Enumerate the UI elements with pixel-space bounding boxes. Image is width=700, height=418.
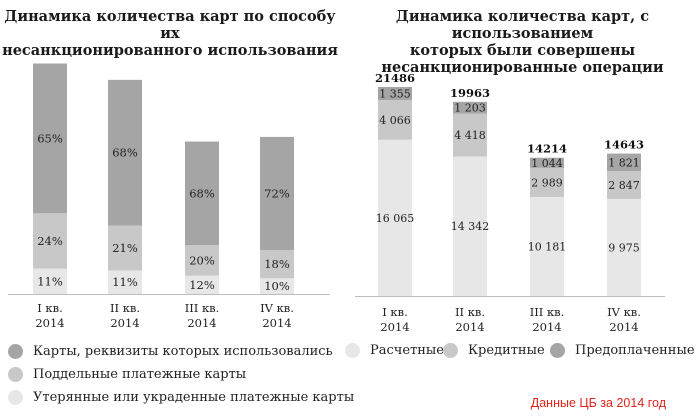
left-bar-1-seg-2 — [33, 213, 67, 269]
left-chart-panel: Динамика количества карт по способу их н… — [0, 0, 354, 418]
legend-dot-dark — [8, 344, 23, 359]
left-legend-label-3: Утерянные или украденные платежные карты — [33, 390, 355, 405]
right-title-line-2: которых были совершены — [409, 42, 636, 59]
left-bar-2-seg-1 — [108, 270, 142, 294]
right-tick-label-3-1: III кв. — [530, 305, 565, 319]
right-legend-label-3: Предоплаченные — [575, 343, 695, 358]
left-tick-label-3-2: 2014 — [187, 316, 216, 330]
right-total-label-3: 14214 — [527, 142, 567, 156]
right-data-label-3-1: 10 181 — [528, 240, 567, 253]
right-tick-label-3-2: 2014 — [532, 320, 561, 334]
right-chart-title: Динамика количества карт, с использовани… — [345, 8, 700, 76]
right-data-label-4-3: 1 821 — [608, 156, 640, 169]
left-bar-3-seg-1 — [185, 275, 219, 294]
left-data-label-1-1: 11% — [37, 274, 63, 288]
right-data-label-3-3: 1 044 — [531, 157, 563, 170]
left-bar-4-seg-3 — [260, 136, 294, 251]
left-tick-label-1-1: I кв. — [37, 301, 63, 315]
left-data-label-1-3: 65% — [37, 131, 63, 145]
right-bar-1-seg-1 — [378, 139, 412, 296]
left-data-label-4-1: 10% — [264, 279, 290, 293]
right-legend-label-1: Расчетные — [370, 343, 444, 358]
right-bar-3-seg-3 — [530, 157, 564, 168]
left-legend-label-2: Поддельные платежные карты — [33, 367, 247, 382]
left-data-label-4-3: 72% — [264, 186, 290, 200]
right-data-label-1-2: 4 066 — [379, 114, 411, 127]
left-legend-item-2: Поддельные платежные карты — [8, 367, 246, 382]
right-total-label-4: 14643 — [604, 138, 644, 152]
right-bar-1-seg-3 — [378, 86, 412, 101]
left-legend-item-3: Утерянные или украденные платежные карты — [8, 390, 354, 405]
right-total-label-2: 19963 — [450, 86, 490, 100]
left-bar-2-seg-3 — [108, 79, 142, 226]
left-data-label-3-3: 68% — [189, 186, 215, 200]
left-tick-label-2-2: 2014 — [110, 316, 139, 330]
legend-dot-medium — [443, 343, 458, 358]
left-tick-label-4-2: 2014 — [262, 316, 291, 330]
right-legend-label-2: Кредитные — [468, 343, 545, 358]
right-tick-label-4-1: IV кв. — [607, 305, 641, 319]
left-tick-label-1-2: 2014 — [35, 316, 64, 330]
right-title-line-3: несанкционированные операции — [381, 59, 664, 76]
left-data-label-2-3: 68% — [112, 146, 138, 160]
left-tick-label-2-1: II кв. — [110, 301, 140, 315]
left-tick-label-3-1: III кв. — [185, 301, 220, 315]
left-bar-1-seg-3 — [33, 63, 67, 214]
right-tick-label-2-2: 2014 — [455, 320, 484, 334]
left-title-line-1: Динамика количества карт по способу их — [4, 8, 336, 42]
right-bar-2-seg-3 — [453, 101, 487, 114]
right-bar-2-seg-1 — [453, 156, 487, 296]
left-data-label-3-2: 20% — [189, 253, 215, 267]
right-legend-item-3: Предоплаченные — [550, 343, 695, 358]
right-title-line-1: Динамика количества карт, с использовани… — [395, 8, 650, 42]
legend-dot-medium — [8, 367, 23, 382]
right-bar-4-seg-1 — [607, 198, 641, 296]
right-data-label-1-1: 16 065 — [376, 212, 415, 225]
left-bar-4-seg-1 — [260, 278, 294, 294]
left-data-label-3-1: 12% — [189, 278, 215, 292]
right-data-label-3-2: 2 989 — [531, 176, 563, 189]
right-chart-panel: Динамика количества карт, с использовани… — [345, 0, 700, 418]
left-data-label-2-2: 21% — [112, 241, 138, 255]
legend-dot-light — [345, 343, 360, 358]
right-bar-1-seg-2 — [378, 100, 412, 140]
right-data-label-2-1: 14 342 — [451, 220, 490, 233]
left-tick-label-4-1: IV кв. — [260, 301, 294, 315]
right-data-label-1-3: 1 355 — [379, 88, 411, 101]
left-data-label-2-1: 11% — [112, 275, 138, 289]
right-bar-4-seg-3 — [607, 153, 641, 172]
right-data-label-4-2: 2 847 — [608, 179, 640, 192]
legend-dot-light — [8, 390, 23, 405]
right-bar-2-seg-2 — [453, 113, 487, 157]
right-data-label-4-1: 9 975 — [608, 241, 640, 254]
right-data-label-2-3: 1 203 — [454, 102, 486, 115]
left-data-label-1-2: 24% — [37, 234, 63, 248]
left-title-line-2: несанкционированного использования — [2, 42, 338, 59]
left-bar-4-seg-2 — [260, 250, 294, 279]
right-total-label-1: 21486 — [375, 71, 415, 85]
right-tick-label-1-2: 2014 — [380, 320, 409, 334]
left-data-label-4-2: 18% — [264, 257, 290, 271]
source-note: Данные ЦБ за 2014 год — [530, 396, 666, 410]
left-bar-3-seg-3 — [185, 141, 219, 246]
right-tick-label-2-1: II кв. — [455, 305, 485, 319]
right-legend-item-2: Кредитные — [443, 343, 545, 358]
left-bar-1-seg-1 — [33, 268, 67, 294]
right-bar-3-seg-1 — [530, 196, 564, 296]
left-legend-item-1: Карты, реквизиты которых использовались — [8, 344, 333, 359]
right-legend-item-1: Расчетные — [345, 343, 444, 358]
right-data-label-2-2: 4 418 — [454, 129, 486, 142]
left-chart-title: Динамика количества карт по способу их н… — [0, 8, 340, 59]
left-legend-label-1: Карты, реквизиты которых использовались — [33, 344, 333, 359]
right-tick-label-4-2: 2014 — [609, 320, 638, 334]
left-bar-2-seg-2 — [108, 225, 142, 271]
right-bar-4-seg-2 — [607, 171, 641, 199]
legend-dot-dark — [550, 343, 565, 358]
right-bar-3-seg-2 — [530, 167, 564, 197]
left-bar-3-seg-2 — [185, 245, 219, 276]
right-tick-label-1-1: I кв. — [382, 305, 408, 319]
